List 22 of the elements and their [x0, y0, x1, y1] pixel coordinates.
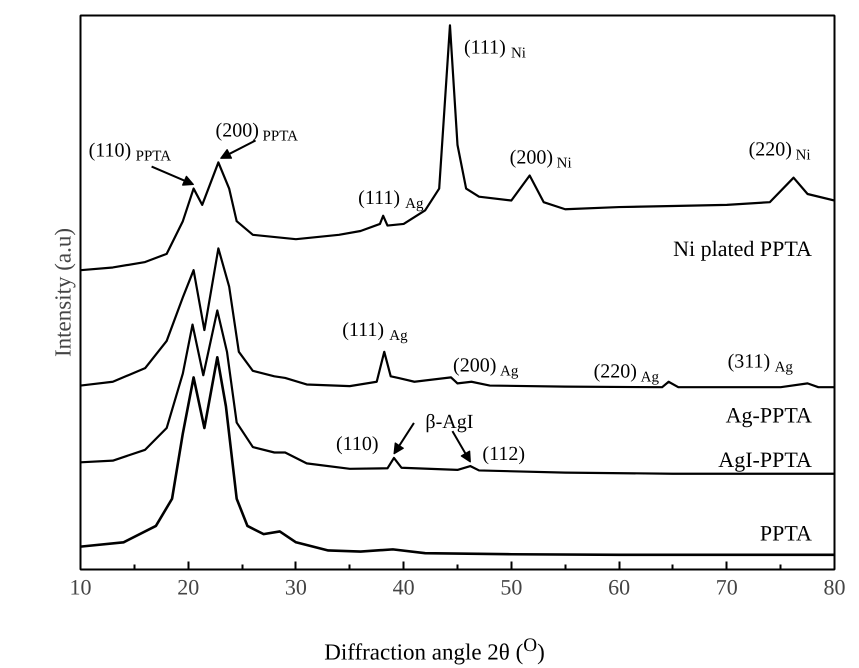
annotation: (110)PPTA	[88, 140, 172, 165]
x-tick-label: 70	[716, 574, 738, 600]
x-tick-label: 50	[500, 574, 522, 600]
annotation: (111)Ag	[342, 318, 408, 344]
annotation: (111)Ni	[464, 36, 526, 62]
x-tick-label: 10	[70, 574, 92, 600]
x-tick-label: 30	[284, 574, 307, 600]
x-tick-label: 80	[824, 574, 846, 600]
x-tick-label: 40	[392, 574, 415, 600]
series-label: Ag-PPTA	[726, 402, 812, 428]
annotation: (110)	[336, 432, 379, 455]
series-label: Ni plated PPTA	[673, 236, 812, 262]
x-tick-label: 60	[608, 574, 630, 600]
series-label: PPTA	[760, 520, 812, 546]
series-label: AgI-PPTA	[718, 447, 812, 472]
annotation: (111)Ag	[358, 186, 424, 212]
annotation: β-AgI	[425, 411, 474, 434]
x-tick-label: 20	[177, 574, 200, 600]
y-axis-title: Intensity (a.u)	[50, 228, 76, 358]
annotation: (311)Ag	[728, 350, 794, 376]
x-axis-title: Diffraction angle 2θ ($^{O}$)	[324, 634, 545, 667]
annotation: (112)	[482, 443, 526, 466]
